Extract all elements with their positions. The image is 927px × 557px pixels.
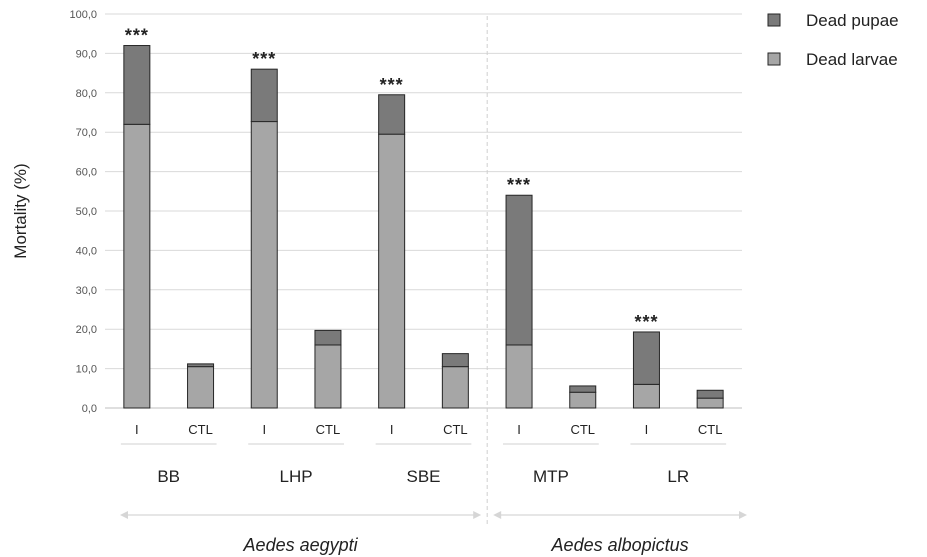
bar-dead-larvae bbox=[696, 397, 724, 409]
bar-dead-pupae bbox=[569, 385, 597, 393]
group-label: LHP bbox=[280, 467, 313, 486]
y-tick-label: 40,0 bbox=[76, 245, 97, 257]
bar-dead-larvae bbox=[187, 366, 215, 409]
bar-dead-pupae bbox=[250, 68, 278, 123]
bar-dead-larvae bbox=[123, 123, 151, 409]
significance-marker: *** bbox=[507, 175, 531, 195]
group-label: BB bbox=[157, 467, 180, 486]
bar-dead-larvae bbox=[314, 344, 342, 409]
group-label: MTP bbox=[533, 467, 569, 486]
x-tick-label: CTL bbox=[698, 422, 723, 437]
legend-swatch bbox=[767, 13, 781, 27]
bar-dead-pupae bbox=[505, 194, 533, 346]
bar-dead-larvae bbox=[250, 121, 278, 409]
x-tick-label: CTL bbox=[316, 422, 341, 437]
legend-label: Dead larvae bbox=[806, 50, 898, 69]
species-label: Aedes aegypti bbox=[243, 535, 359, 555]
x-tick-label: I bbox=[517, 422, 521, 437]
significance-marker: *** bbox=[380, 75, 404, 95]
species-arrow-head-right bbox=[739, 511, 747, 519]
y-tick-label: 70,0 bbox=[76, 127, 97, 139]
bar-dead-pupae bbox=[123, 45, 151, 125]
y-axis-label: Mortality (%) bbox=[11, 163, 30, 258]
x-tick-label: CTL bbox=[188, 422, 213, 437]
y-tick-label: 0,0 bbox=[82, 403, 97, 415]
legend-label: Dead pupae bbox=[806, 11, 899, 30]
bar-dead-larvae bbox=[569, 391, 597, 409]
bar-dead-pupae bbox=[314, 329, 342, 346]
y-tick-label: 30,0 bbox=[76, 285, 97, 297]
bar-dead-larvae bbox=[378, 133, 406, 409]
y-tick-label: 90,0 bbox=[76, 48, 97, 60]
y-tick-label: 100,0 bbox=[69, 9, 97, 21]
bar-dead-pupae bbox=[187, 363, 215, 368]
bar-dead-pupae bbox=[378, 94, 406, 135]
x-tick-label: I bbox=[390, 422, 394, 437]
x-tick-label: I bbox=[135, 422, 139, 437]
bar-dead-larvae bbox=[441, 366, 469, 409]
y-tick-label: 20,0 bbox=[76, 324, 97, 336]
y-tick-label: 10,0 bbox=[76, 364, 97, 376]
significance-marker: *** bbox=[252, 49, 276, 69]
x-tick-label: I bbox=[262, 422, 266, 437]
y-tick-label: 50,0 bbox=[76, 206, 97, 218]
significance-marker: *** bbox=[634, 312, 658, 332]
y-tick-label: 80,0 bbox=[76, 88, 97, 100]
bar-dead-larvae bbox=[632, 383, 660, 409]
group-label: LR bbox=[667, 467, 689, 486]
bar-dead-pupae bbox=[696, 389, 724, 399]
significance-marker: *** bbox=[125, 26, 149, 46]
x-tick-label: CTL bbox=[443, 422, 468, 437]
x-tick-label: I bbox=[645, 422, 649, 437]
legend-swatch bbox=[767, 52, 781, 66]
x-tick-label: CTL bbox=[570, 422, 595, 437]
species-arrow-head-left bbox=[493, 511, 502, 519]
species-label: Aedes albopictus bbox=[551, 535, 689, 555]
bar-dead-pupae bbox=[441, 353, 469, 368]
bar-dead-larvae bbox=[505, 344, 533, 409]
species-arrow-head-right bbox=[473, 511, 482, 519]
group-label: SBE bbox=[406, 467, 440, 486]
bar-dead-pupae bbox=[632, 331, 660, 385]
species-arrow-head-left bbox=[120, 511, 128, 519]
y-tick-label: 60,0 bbox=[76, 167, 97, 179]
